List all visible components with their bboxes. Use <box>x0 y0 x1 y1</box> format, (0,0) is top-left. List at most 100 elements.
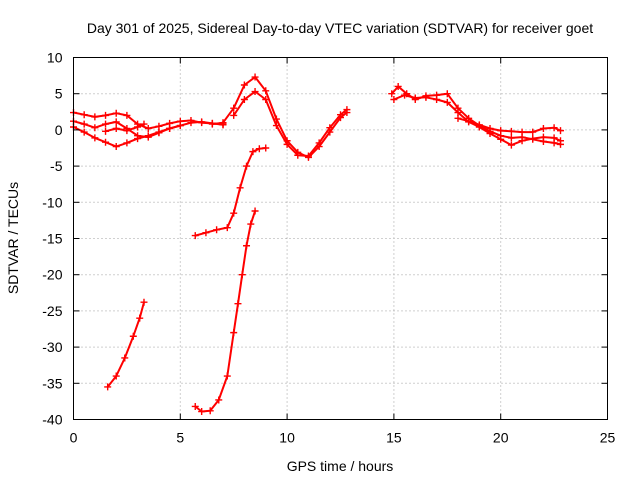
data-point <box>121 354 129 362</box>
series-s6 <box>230 88 351 160</box>
data-point <box>112 143 120 151</box>
data-point <box>401 91 409 99</box>
data-point <box>272 122 280 130</box>
data-point <box>283 140 291 148</box>
data-point <box>102 138 110 146</box>
data-point <box>123 139 131 147</box>
tick-layer: 0 5 10 15 20 25 10 5 0 -5 -10 -15 -20 -25 -30 -35 -40 <box>42 50 615 446</box>
data-point <box>251 207 259 215</box>
data-point <box>187 119 195 127</box>
data-point <box>518 137 526 145</box>
y-tick-label: -10 <box>42 194 62 210</box>
data-point <box>557 127 565 135</box>
data-point <box>433 95 441 103</box>
y-tick-label: -30 <box>42 339 62 355</box>
data-point <box>140 298 148 306</box>
data-point <box>112 124 120 132</box>
data-point <box>223 224 231 232</box>
chart-title: Day 301 of 2025, Sidereal Day-to-day VTE… <box>87 20 593 36</box>
data-point <box>304 152 312 160</box>
data-point <box>529 128 537 136</box>
data-point <box>465 117 473 125</box>
data-point <box>230 209 238 217</box>
data-point <box>80 128 88 136</box>
data-point <box>198 408 206 416</box>
data-point <box>206 407 214 415</box>
data-point <box>529 135 537 143</box>
grid-layer <box>73 57 608 420</box>
data-point <box>249 148 257 156</box>
data-point <box>443 90 451 98</box>
x-tick-label: 5 <box>176 430 184 446</box>
data-point <box>104 383 112 391</box>
data-point <box>238 271 246 279</box>
data-point <box>129 332 137 340</box>
data-point <box>388 90 396 98</box>
y-tick-label: -5 <box>50 158 63 174</box>
data-point <box>155 128 163 136</box>
y-tick-label: -25 <box>42 303 62 319</box>
data-point <box>315 139 323 147</box>
data-point <box>507 134 515 142</box>
data-point <box>80 111 88 119</box>
x-tick-label: 15 <box>386 430 402 446</box>
data-point <box>213 226 221 234</box>
data-point <box>219 119 227 127</box>
y-tick-label: -20 <box>42 267 62 283</box>
y-axis-title: SDTVAR / TECUs <box>5 182 21 294</box>
data-point <box>123 111 131 119</box>
data-point <box>198 118 206 126</box>
data-point <box>144 132 152 140</box>
data-point <box>262 144 270 152</box>
data-point <box>230 329 238 337</box>
data-point <box>497 127 505 135</box>
data-point <box>247 220 255 228</box>
data-point <box>262 95 270 103</box>
data-point <box>215 396 223 404</box>
data-point <box>243 242 251 250</box>
data-point <box>208 120 216 128</box>
data-point <box>486 124 494 132</box>
data-point <box>176 122 184 130</box>
data-point <box>191 402 199 410</box>
data-point <box>134 123 142 131</box>
data-point <box>234 300 242 308</box>
data-point <box>123 127 131 135</box>
series-layer <box>70 73 565 416</box>
data-point <box>202 229 210 237</box>
data-point <box>80 120 88 128</box>
data-point <box>497 135 505 143</box>
y-tick-label: -15 <box>42 231 62 247</box>
data-point <box>507 127 515 135</box>
data-point <box>422 93 430 101</box>
data-point <box>112 372 120 380</box>
data-point <box>140 120 148 128</box>
x-tick-label: 10 <box>279 430 295 446</box>
y-tick-label: -40 <box>42 412 62 428</box>
y-tick-label: 10 <box>47 50 63 66</box>
series-trace <box>211 76 348 159</box>
y-tick-label: 0 <box>55 122 63 138</box>
data-point <box>518 128 526 136</box>
series-trace <box>106 301 145 388</box>
data-point <box>91 124 99 132</box>
series-s12 <box>454 114 565 136</box>
data-point <box>236 184 244 192</box>
data-point <box>507 141 515 149</box>
x-tick-label: 25 <box>600 430 616 446</box>
series-trace <box>232 90 348 157</box>
data-point <box>223 372 231 380</box>
y-tick-label: -35 <box>42 375 62 391</box>
data-point <box>191 232 199 240</box>
data-point <box>343 106 351 114</box>
series-s8 <box>191 207 259 416</box>
data-point <box>454 114 462 122</box>
series-trace <box>194 147 267 237</box>
data-point <box>294 151 302 159</box>
data-point <box>390 95 398 103</box>
data-point <box>251 73 259 81</box>
data-point <box>102 127 110 135</box>
data-point <box>394 82 402 90</box>
